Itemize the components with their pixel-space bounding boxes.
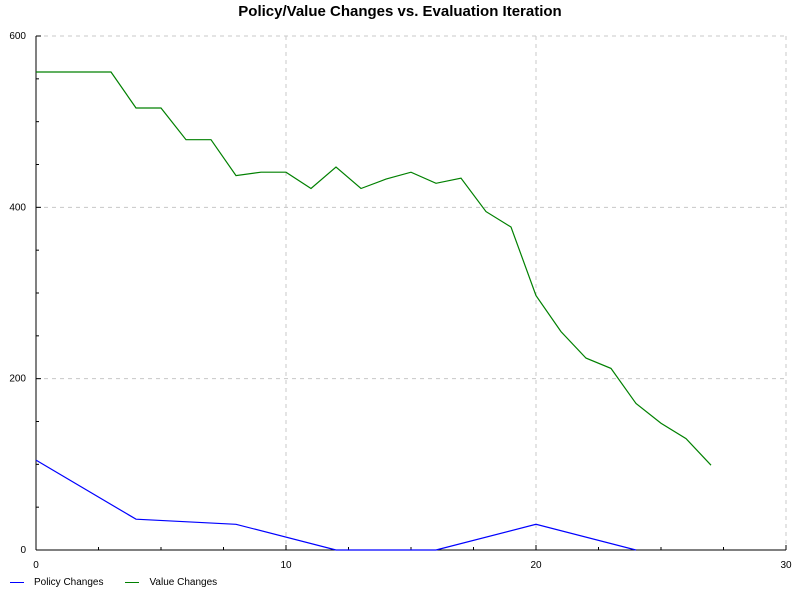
series-lines bbox=[35, 71, 712, 551]
tick-labels: 0 10 20 30 0 200 400 600 bbox=[9, 31, 792, 571]
legend-item-policy-changes: Policy Changes bbox=[10, 577, 103, 588]
chart-title: Policy/Value Changes vs. Evaluation Iter… bbox=[238, 3, 562, 20]
legend-swatch-value bbox=[125, 582, 140, 583]
legend: Policy Changes Value Changes bbox=[10, 577, 239, 588]
x-tick-label-20: 20 bbox=[530, 560, 542, 571]
y-tick-label-600: 600 bbox=[9, 31, 26, 42]
x-tick-label-0: 0 bbox=[33, 560, 39, 571]
legend-label-policy-changes: Policy Changes bbox=[34, 577, 104, 588]
y-tick-label-400: 400 bbox=[9, 202, 26, 213]
x-tick-label-30: 30 bbox=[780, 560, 792, 571]
legend-label-value-changes: Value Changes bbox=[149, 577, 218, 588]
x-tick-label-10: 10 bbox=[280, 560, 292, 571]
series-line-policy-changes bbox=[35, 459, 637, 551]
legend-swatch-policy bbox=[10, 582, 24, 583]
axes bbox=[35, 35, 787, 551]
y-tick-label-200: 200 bbox=[9, 374, 26, 385]
y-tick-label-0: 0 bbox=[20, 545, 26, 556]
series-line-value-changes bbox=[36, 71, 712, 466]
legend-item-value-changes: Value Changes bbox=[125, 577, 217, 588]
gridlines bbox=[36, 35, 787, 550]
